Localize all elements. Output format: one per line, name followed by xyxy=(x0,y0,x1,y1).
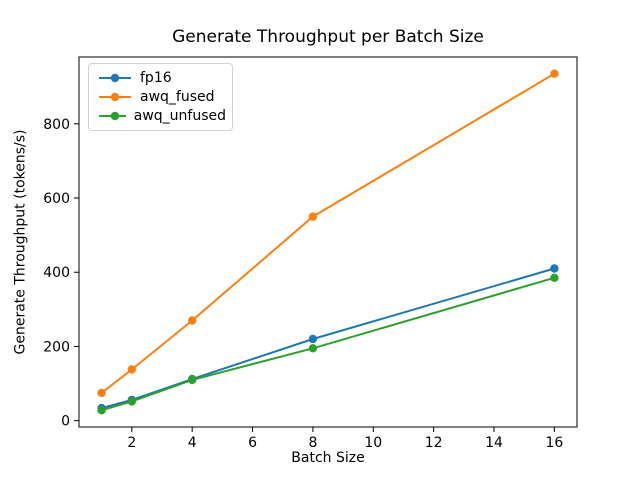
series-marker-awq_unfused xyxy=(127,397,136,406)
series-marker-awq_fused xyxy=(97,388,106,398)
legend-marker-awq_unfused xyxy=(99,112,126,121)
series-marker-awq_unfused xyxy=(97,406,106,415)
y-axis-label: Generate Throughput (tokens/s) xyxy=(12,129,29,355)
legend-label-fp16: fp16 xyxy=(140,69,172,86)
series-marker-awq_fused xyxy=(127,365,136,374)
chart-title: Generate Throughput per Batch Size xyxy=(172,27,484,47)
series-marker-awq_unfused xyxy=(308,344,318,353)
y-tick-label: 600 xyxy=(43,191,70,207)
legend-label-awq_unfused: awq_unfused xyxy=(133,108,226,125)
legend-marker-fp16 xyxy=(99,73,131,82)
legend-label-awq_fused: awq_fused xyxy=(140,88,215,105)
x-tick-label: 10 xyxy=(364,435,382,451)
y-tick-label: 400 xyxy=(43,265,70,281)
x-tick-label: 6 xyxy=(248,435,257,451)
y-tick-label: 0 xyxy=(61,414,70,430)
y-tick-label: 800 xyxy=(43,117,70,133)
legend-marker-awq_fused xyxy=(99,92,131,102)
series-marker-awq_unfused xyxy=(188,375,197,385)
legend-item-awq_fused: awq_fused xyxy=(98,89,226,105)
x-tick-label: 16 xyxy=(545,435,563,451)
x-tick-label: 8 xyxy=(308,435,317,451)
series-marker-awq_fused xyxy=(550,69,559,78)
x-tick-label: 4 xyxy=(188,435,197,451)
x-tick-label: 2 xyxy=(127,435,136,451)
y-tick-label: 200 xyxy=(43,339,70,355)
legend-item-fp16: fp16 xyxy=(98,70,226,86)
series-marker-fp16 xyxy=(308,334,318,344)
x-axis-label: Batch Size xyxy=(291,450,365,466)
series-marker-awq_fused xyxy=(188,316,197,325)
series-marker-awq_unfused xyxy=(550,273,559,282)
legend-item-awq_unfused: awq_unfused xyxy=(98,108,226,124)
series-line-awq_unfused xyxy=(101,276,555,412)
x-tick-label: 14 xyxy=(485,435,503,451)
series-marker-fp16 xyxy=(550,264,559,273)
series-marker-awq_fused xyxy=(308,212,318,221)
legend: fp16 awq_fused awq_unfused xyxy=(88,63,233,131)
x-tick-label: 12 xyxy=(425,435,443,451)
axes-frame xyxy=(78,56,578,428)
